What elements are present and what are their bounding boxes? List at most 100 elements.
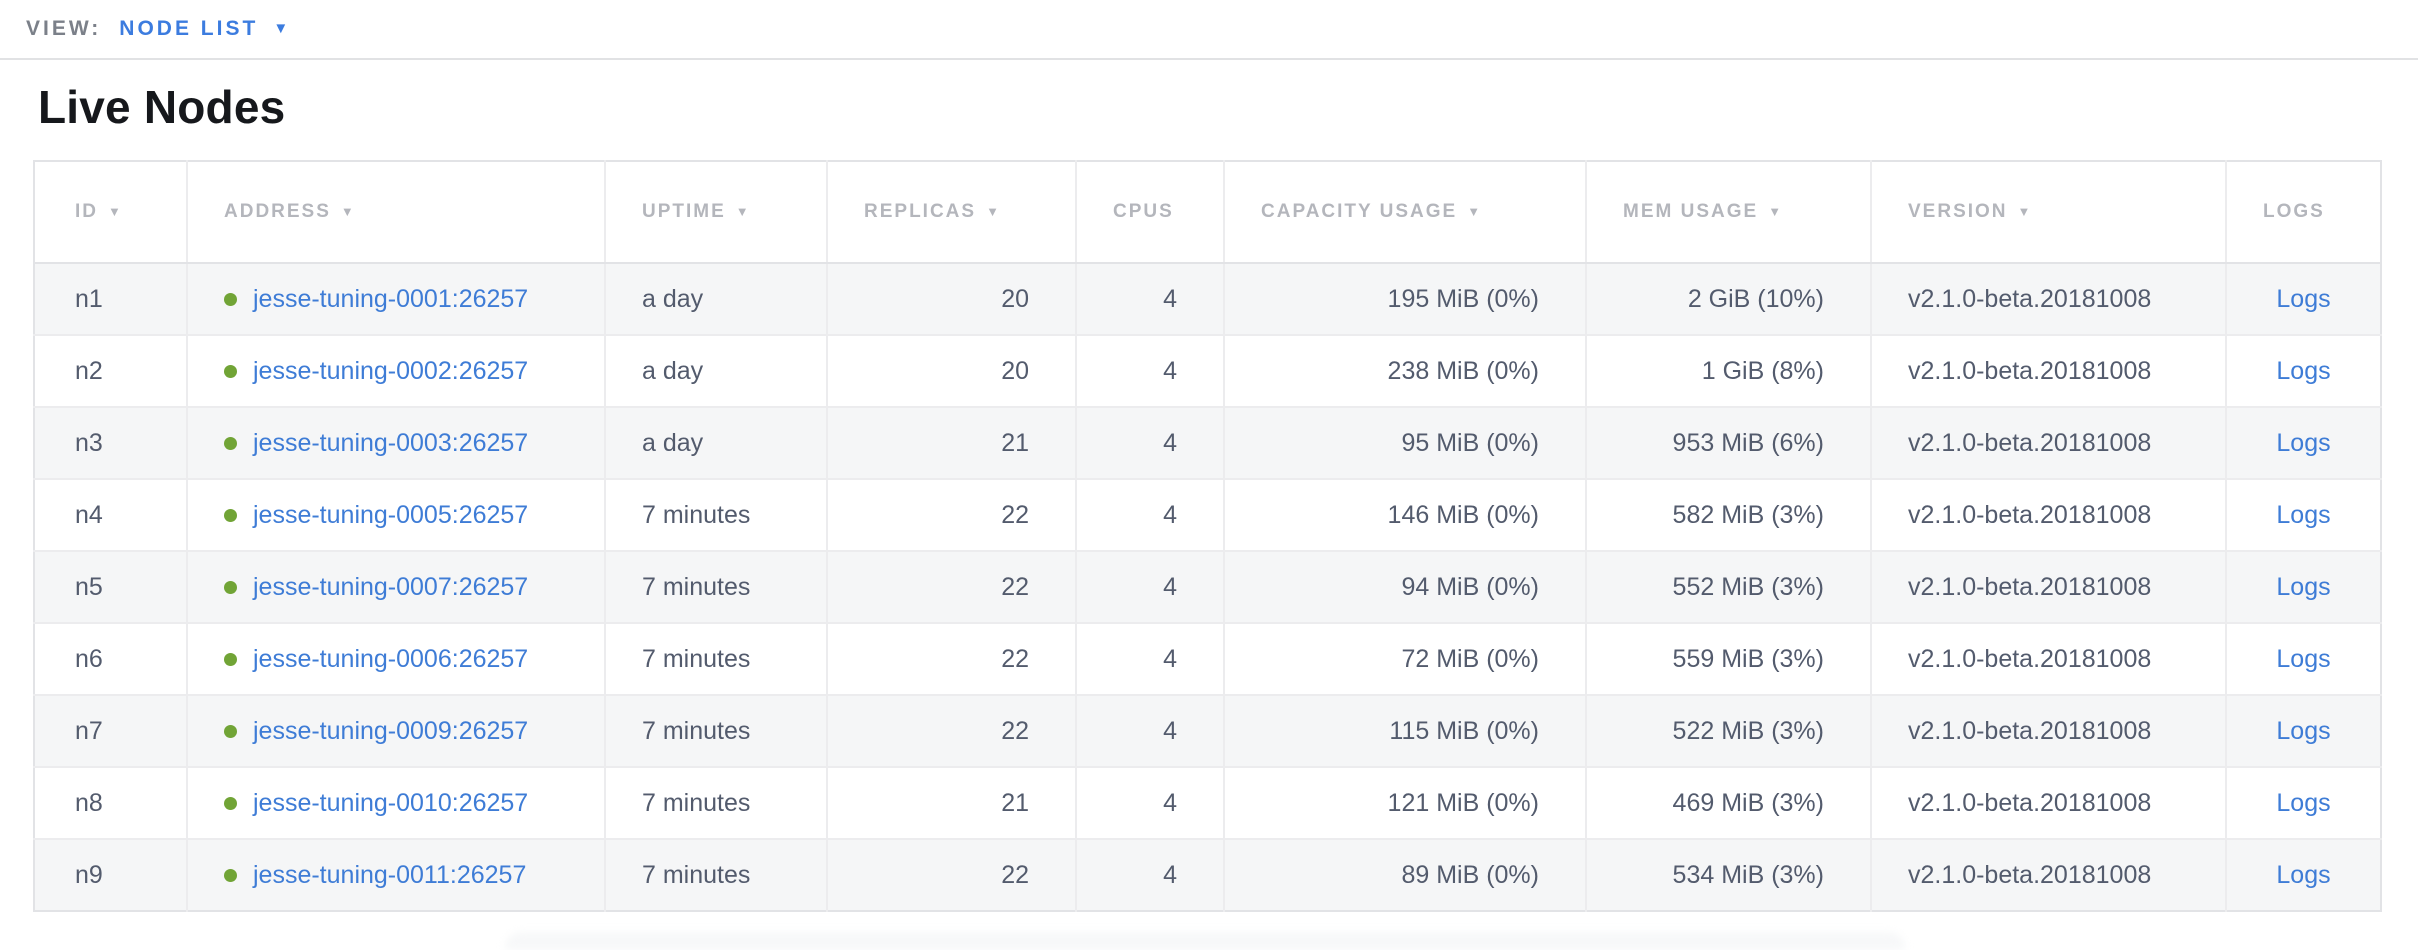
cell-address: jesse-tuning-0007:26257 bbox=[186, 550, 605, 623]
cell-uptime: 7 minutes bbox=[604, 550, 827, 623]
address-link[interactable]: jesse-tuning-0010:26257 bbox=[253, 788, 529, 817]
column-header-id[interactable]: ID ▼ bbox=[34, 161, 187, 264]
cell-capacity-usage: 94 MiB (0%) bbox=[1223, 550, 1586, 623]
live-status-dot bbox=[224, 508, 237, 522]
logs-link[interactable]: Logs bbox=[2276, 716, 2331, 745]
logs-link[interactable]: Logs bbox=[2276, 284, 2331, 313]
cell-node-id: n8 bbox=[34, 766, 187, 839]
cell-address: jesse-tuning-0009:26257 bbox=[186, 694, 605, 767]
cell-capacity-usage: 72 MiB (0%) bbox=[1223, 622, 1586, 695]
table-row: n2 jesse-tuning-0002:26257 a day 20 4 23… bbox=[34, 334, 2381, 407]
cell-cpus: 4 bbox=[1075, 838, 1224, 911]
address-link[interactable]: jesse-tuning-0003:26257 bbox=[253, 428, 529, 457]
cell-version: v2.1.0-beta.20181008 bbox=[1870, 766, 2226, 839]
table-row: n9 jesse-tuning-0011:26257 7 minutes 22 … bbox=[34, 838, 2381, 911]
column-header-uptime[interactable]: UPTIME ▼ bbox=[604, 161, 827, 264]
cell-address: jesse-tuning-0001:26257 bbox=[186, 262, 605, 335]
cell-node-id: n2 bbox=[34, 334, 187, 407]
cell-address: jesse-tuning-0011:26257 bbox=[186, 838, 605, 911]
logs-link[interactable]: Logs bbox=[2276, 428, 2331, 457]
cell-version: v2.1.0-beta.20181008 bbox=[1870, 838, 2226, 911]
cell-logs: Logs bbox=[2225, 406, 2381, 479]
address-link[interactable]: jesse-tuning-0002:26257 bbox=[253, 356, 529, 385]
cell-logs: Logs bbox=[2225, 838, 2381, 911]
cell-capacity-usage: 238 MiB (0%) bbox=[1223, 334, 1586, 407]
cell-replicas: 21 bbox=[826, 406, 1076, 479]
live-nodes-table: ID ▼ ADDRESS ▼ UPTIME ▼ REPLICAS ▼ CPUS CAPA… bbox=[33, 160, 2382, 912]
sort-descending-icon: ▼ bbox=[108, 204, 123, 219]
live-status-dot bbox=[224, 580, 237, 594]
view-label: VIEW: bbox=[26, 17, 102, 40]
cell-version: v2.1.0-beta.20181008 bbox=[1870, 622, 2226, 695]
column-header-replicas[interactable]: REPLICAS ▼ bbox=[826, 161, 1076, 264]
chevron-down-icon[interactable]: ▼ bbox=[273, 19, 289, 37]
address-link[interactable]: jesse-tuning-0011:26257 bbox=[253, 860, 527, 889]
cell-address: jesse-tuning-0005:26257 bbox=[186, 478, 605, 551]
table-row: n1 jesse-tuning-0001:26257 a day 20 4 19… bbox=[34, 262, 2381, 335]
cell-cpus: 4 bbox=[1075, 694, 1224, 767]
address-link[interactable]: jesse-tuning-0007:26257 bbox=[253, 572, 529, 601]
cell-replicas: 22 bbox=[826, 622, 1076, 695]
cell-mem-usage: 534 MiB (3%) bbox=[1585, 838, 1871, 911]
column-header-logs: LOGS bbox=[2225, 161, 2381, 264]
logs-link[interactable]: Logs bbox=[2276, 356, 2331, 385]
column-header-label: VERSION bbox=[1908, 201, 2008, 222]
cell-version: v2.1.0-beta.20181008 bbox=[1870, 550, 2226, 623]
cell-cpus: 4 bbox=[1075, 406, 1224, 479]
cell-node-id: n9 bbox=[34, 838, 187, 911]
cell-replicas: 22 bbox=[826, 550, 1076, 623]
address-link[interactable]: jesse-tuning-0005:26257 bbox=[253, 500, 529, 529]
logs-link[interactable]: Logs bbox=[2276, 788, 2331, 817]
below-fold-panel-hint bbox=[505, 932, 1905, 950]
logs-link[interactable]: Logs bbox=[2276, 860, 2331, 889]
live-status-dot bbox=[224, 796, 237, 810]
cell-mem-usage: 469 MiB (3%) bbox=[1585, 766, 1871, 839]
table-row: n7 jesse-tuning-0009:26257 7 minutes 22 … bbox=[34, 694, 2381, 767]
cell-uptime: 7 minutes bbox=[604, 694, 827, 767]
live-status-dot bbox=[224, 292, 237, 306]
logs-link[interactable]: Logs bbox=[2276, 500, 2331, 529]
view-selector-bar: VIEW: NODE LIST ▼ bbox=[0, 0, 2418, 60]
cell-address: jesse-tuning-0006:26257 bbox=[186, 622, 605, 695]
cell-replicas: 22 bbox=[826, 694, 1076, 767]
address-link[interactable]: jesse-tuning-0009:26257 bbox=[253, 716, 529, 745]
column-header-address[interactable]: ADDRESS ▼ bbox=[186, 161, 605, 264]
cell-cpus: 4 bbox=[1075, 550, 1224, 623]
cell-uptime: a day bbox=[604, 406, 827, 479]
logs-link[interactable]: Logs bbox=[2276, 644, 2331, 673]
live-status-dot bbox=[224, 724, 237, 738]
column-header-version[interactable]: VERSION ▼ bbox=[1870, 161, 2226, 264]
table-row: n8 jesse-tuning-0010:26257 7 minutes 21 … bbox=[34, 766, 2381, 839]
address-link[interactable]: jesse-tuning-0006:26257 bbox=[253, 644, 529, 673]
column-header-mem-usage[interactable]: MEM USAGE ▼ bbox=[1585, 161, 1871, 264]
cell-mem-usage: 1 GiB (8%) bbox=[1585, 334, 1871, 407]
cell-mem-usage: 559 MiB (3%) bbox=[1585, 622, 1871, 695]
logs-link[interactable]: Logs bbox=[2276, 572, 2331, 601]
cell-cpus: 4 bbox=[1075, 262, 1224, 335]
cell-replicas: 22 bbox=[826, 478, 1076, 551]
table-row: n3 jesse-tuning-0003:26257 a day 21 4 95… bbox=[34, 406, 2381, 479]
sort-descending-icon: ▼ bbox=[735, 204, 751, 219]
cell-version: v2.1.0-beta.20181008 bbox=[1870, 262, 2226, 335]
live-status-dot bbox=[224, 652, 237, 666]
address-link[interactable]: jesse-tuning-0001:26257 bbox=[253, 284, 529, 313]
cell-replicas: 20 bbox=[826, 334, 1076, 407]
cell-logs: Logs bbox=[2225, 694, 2381, 767]
column-header-label: LOGS bbox=[2263, 201, 2325, 222]
cell-replicas: 20 bbox=[826, 262, 1076, 335]
cell-node-id: n7 bbox=[34, 694, 187, 767]
view-dropdown[interactable]: NODE LIST bbox=[119, 17, 259, 40]
column-header-label: CPUS bbox=[1113, 201, 1174, 222]
cell-replicas: 22 bbox=[826, 838, 1076, 911]
live-status-dot bbox=[224, 868, 237, 882]
column-header-capacity-usage[interactable]: CAPACITY USAGE ▼ bbox=[1223, 161, 1586, 264]
cell-uptime: 7 minutes bbox=[604, 478, 827, 551]
sort-descending-icon: ▼ bbox=[1768, 204, 1784, 219]
live-status-dot bbox=[224, 364, 237, 378]
cell-version: v2.1.0-beta.20181008 bbox=[1870, 478, 2226, 551]
cell-capacity-usage: 95 MiB (0%) bbox=[1223, 406, 1586, 479]
cell-mem-usage: 552 MiB (3%) bbox=[1585, 550, 1871, 623]
column-header-label: REPLICAS bbox=[864, 201, 977, 222]
table-row: n4 jesse-tuning-0005:26257 7 minutes 22 … bbox=[34, 478, 2381, 551]
cell-uptime: 7 minutes bbox=[604, 766, 827, 839]
